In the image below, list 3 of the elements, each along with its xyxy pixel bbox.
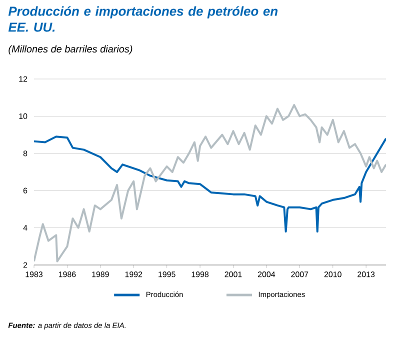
chart-subtitle: (Millones de barriles diarios) (8, 45, 132, 54)
chart-title: Producción e importaciones de petróleo en EE. UU. (8, 6, 278, 32)
line-series (34, 136, 386, 233)
